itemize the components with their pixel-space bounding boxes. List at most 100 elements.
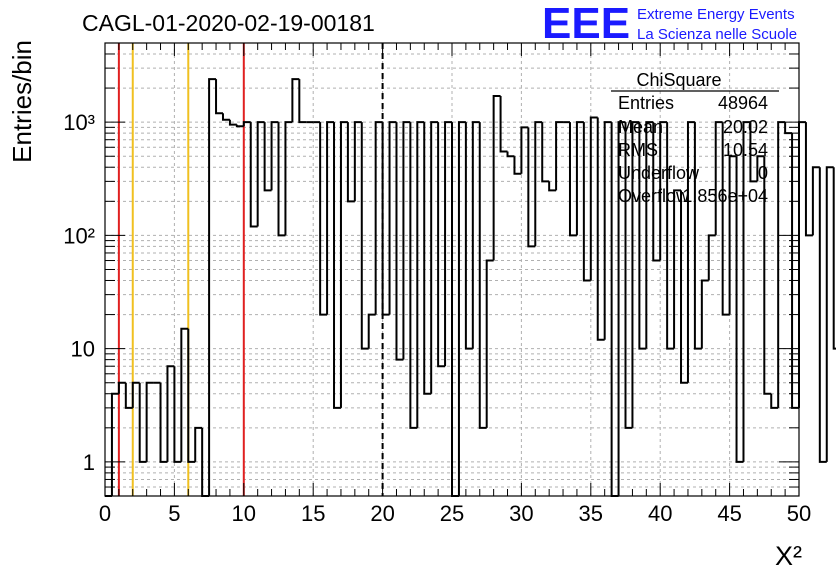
stats-value-overflow: 1.856e+04 xyxy=(682,186,768,206)
stats-box: ChiSquare Entries 48964 Mean 20.02 RMS 1… xyxy=(611,70,779,206)
axis-ticks xyxy=(104,43,800,496)
histogram-bin xyxy=(777,121,786,408)
histogram-bin xyxy=(291,78,300,123)
histogram-bin xyxy=(478,122,487,429)
x-tick-label: 45 xyxy=(717,501,741,526)
histogram-bin xyxy=(589,116,598,281)
histogram-bin xyxy=(464,122,473,350)
histogram-bin xyxy=(339,121,348,408)
stats-value-rms: 10.54 xyxy=(723,140,768,160)
histogram-bin xyxy=(513,156,522,175)
histogram-bin xyxy=(131,381,140,408)
histogram-bin xyxy=(270,121,279,191)
chart-title: CAGL-01-2020-02-19-00181 xyxy=(82,10,375,36)
histogram-bin xyxy=(749,122,758,183)
logo-mark: EEE xyxy=(542,0,630,48)
histogram-bin xyxy=(575,121,584,236)
y-tick-label: 10³ xyxy=(63,110,95,135)
histogram-bin xyxy=(346,122,355,203)
histogram-bin xyxy=(374,121,383,315)
histogram-bin xyxy=(360,122,369,350)
histogram-bin xyxy=(596,117,605,341)
histogram-bin xyxy=(277,122,286,237)
histogram-bin xyxy=(485,259,494,428)
y-tick-label: 10² xyxy=(63,223,95,248)
x-tick-labels: 0 5 10 15 20 25 30 35 40 45 50 xyxy=(99,501,811,526)
y-tick-label: 10 xyxy=(71,337,95,362)
histogram-bin xyxy=(221,113,230,121)
histogram-bin xyxy=(798,121,806,408)
histogram-bin xyxy=(388,121,397,315)
y-tick-label: 1 xyxy=(83,450,95,475)
histogram-bin xyxy=(187,328,196,463)
histogram-bin xyxy=(457,121,466,496)
histogram-bin xyxy=(520,126,529,174)
histogram-bin xyxy=(367,313,376,349)
stats-value-entries: 48964 xyxy=(718,93,768,113)
stats-title: ChiSquare xyxy=(636,70,721,90)
stats-label-overflow: Overflow xyxy=(618,186,690,206)
histogram-bin xyxy=(353,121,362,202)
histogram-bin xyxy=(444,121,452,367)
x-tick-label: 40 xyxy=(648,501,672,526)
histogram-bin xyxy=(110,392,119,496)
histogram-bin xyxy=(832,167,836,350)
histogram-bin xyxy=(555,121,564,191)
x-tick-label: 50 xyxy=(787,501,811,526)
histogram-bin xyxy=(124,382,133,409)
histogram-bin xyxy=(617,121,626,496)
histogram-bin xyxy=(811,166,820,236)
stats-value-mean: 20.02 xyxy=(723,117,768,137)
stats-label-underflow: Underflow xyxy=(618,163,700,183)
x-tick-label: 20 xyxy=(370,501,394,526)
histogram-bin xyxy=(582,122,591,282)
histogram-bin xyxy=(631,121,640,428)
histogram-bin xyxy=(818,167,827,463)
histogram-bin xyxy=(173,366,182,463)
x-tick-label: 30 xyxy=(509,501,533,526)
histogram-bin xyxy=(416,121,425,428)
histogram-bin xyxy=(728,155,737,315)
histogram-bin xyxy=(742,121,751,462)
histogram-bin xyxy=(194,426,203,462)
grid xyxy=(105,43,799,496)
histogram-bin xyxy=(707,234,716,281)
histogram-bin xyxy=(763,156,772,395)
x-axis-label: X² xyxy=(775,541,802,571)
stats-value-underflow: 0 xyxy=(758,163,768,183)
histogram-bin xyxy=(693,122,702,350)
histogram-bin xyxy=(166,365,175,462)
x-tick-label: 25 xyxy=(440,501,464,526)
histogram-bin xyxy=(568,122,577,237)
histogram-series xyxy=(105,78,836,497)
histogram-bin xyxy=(437,122,446,368)
histogram-bin xyxy=(326,121,335,315)
x-tick-label: 0 xyxy=(99,501,111,526)
y-tick-labels: 1 10 10² 10³ xyxy=(63,110,95,475)
histogram-bin xyxy=(395,122,404,361)
histogram-bin xyxy=(402,121,411,360)
histogram-bin xyxy=(541,122,550,183)
histogram-bin xyxy=(409,122,418,429)
histogram-bin xyxy=(770,393,779,409)
histogram-bin xyxy=(659,121,668,261)
histogram-bin xyxy=(492,95,501,261)
histogram-bin xyxy=(680,190,688,384)
histogram-bin xyxy=(284,121,293,236)
histogram-bin xyxy=(319,122,328,316)
histogram-bin xyxy=(624,122,633,429)
histogram-bin xyxy=(249,122,258,228)
stats-label-entries: Entries xyxy=(618,93,674,113)
histogram-bin xyxy=(215,79,223,115)
logo-line-1: Extreme Energy Events xyxy=(637,6,795,23)
histogram-bin xyxy=(666,122,675,350)
y-axis-label: Entries/bin xyxy=(7,40,37,163)
histogram-bin xyxy=(603,121,612,340)
histogram-bin xyxy=(471,121,480,349)
histogram-bin xyxy=(534,121,543,247)
histogram-bin xyxy=(381,122,390,316)
histogram-bin xyxy=(700,279,709,349)
histogram-bin xyxy=(735,156,744,463)
